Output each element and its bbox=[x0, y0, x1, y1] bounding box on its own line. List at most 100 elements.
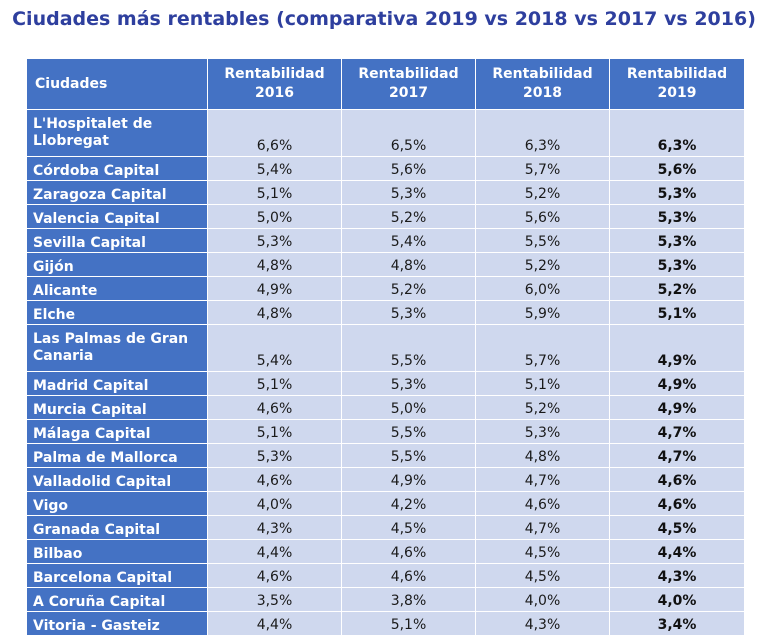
city-cell: Vitoria - Gasteiz bbox=[26, 611, 208, 636]
value-cell: 5,3% bbox=[609, 228, 745, 253]
value-cell: 4,6% bbox=[207, 467, 342, 492]
value-cell: 4,4% bbox=[207, 611, 342, 636]
profitability-table-container: Ciudades Rentabilidad 2016 Rentabilidad … bbox=[26, 58, 745, 636]
value-cell: 4,8% bbox=[207, 252, 342, 277]
value-cell: 6,3% bbox=[475, 109, 610, 157]
value-cell: 4,6% bbox=[207, 563, 342, 588]
value-cell: 5,3% bbox=[341, 371, 476, 396]
value-cell: 4,8% bbox=[475, 443, 610, 468]
city-cell: Vigo bbox=[26, 491, 208, 516]
value-cell: 3,8% bbox=[341, 587, 476, 612]
table-row: Las Palmas de Gran Canaria 5,4% 5,5% 5,7% 4,… bbox=[26, 324, 745, 372]
value-cell: 3,5% bbox=[207, 587, 342, 612]
value-cell: 5,1% bbox=[341, 611, 476, 636]
table-row: A Coruña Capital 3,5% 3,8% 4,0% 4,0% bbox=[26, 587, 745, 612]
value-cell: 5,6% bbox=[475, 204, 610, 229]
value-cell: 4,0% bbox=[207, 491, 342, 516]
value-cell: 4,3% bbox=[207, 515, 342, 540]
value-cell: 4,7% bbox=[609, 443, 745, 468]
table-row: Málaga Capital 5,1% 5,5% 5,3% 4,7% bbox=[26, 419, 745, 444]
value-cell: 4,6% bbox=[341, 563, 476, 588]
column-header: Rentabilidad 2019 bbox=[609, 58, 745, 110]
value-cell: 5,0% bbox=[341, 395, 476, 420]
value-cell: 5,3% bbox=[341, 180, 476, 205]
value-cell: 4,4% bbox=[207, 539, 342, 564]
value-cell: 4,6% bbox=[207, 395, 342, 420]
table-row: L'Hospitalet de Llobregat 6,6% 6,5% 6,3% 6,3… bbox=[26, 109, 745, 157]
city-cell: Palma de Mallorca bbox=[26, 443, 208, 468]
table-row: Sevilla Capital 5,3% 5,4% 5,5% 5,3% bbox=[26, 228, 745, 253]
value-cell: 5,1% bbox=[207, 371, 342, 396]
table-row: Vigo 4,0% 4,2% 4,6% 4,6% bbox=[26, 491, 745, 516]
value-cell: 5,3% bbox=[207, 443, 342, 468]
table-row: Madrid Capital 5,1% 5,3% 5,1% 4,9% bbox=[26, 371, 745, 396]
column-header: Rentabilidad 2017 bbox=[341, 58, 476, 110]
city-cell: Barcelona Capital bbox=[26, 563, 208, 588]
value-cell: 4,5% bbox=[609, 515, 745, 540]
city-cell: Zaragoza Capital bbox=[26, 180, 208, 205]
city-cell: Las Palmas de Gran Canaria bbox=[26, 324, 208, 372]
value-cell: 3,4% bbox=[609, 611, 745, 636]
table-row: Barcelona Capital 4,6% 4,6% 4,5% 4,3% bbox=[26, 563, 745, 588]
value-cell: 4,8% bbox=[341, 252, 476, 277]
value-cell: 5,6% bbox=[341, 156, 476, 181]
value-cell: 4,9% bbox=[207, 276, 342, 301]
city-cell: Málaga Capital bbox=[26, 419, 208, 444]
value-cell: 4,9% bbox=[609, 371, 745, 396]
table-row: Bilbao 4,4% 4,6% 4,5% 4,4% bbox=[26, 539, 745, 564]
table-row: Murcia Capital 4,6% 5,0% 5,2% 4,9% bbox=[26, 395, 745, 420]
value-cell: 5,5% bbox=[341, 419, 476, 444]
value-cell: 4,0% bbox=[475, 587, 610, 612]
table-row: Valladolid Capital 4,6% 4,9% 4,7% 4,6% bbox=[26, 467, 745, 492]
table-header-row: Ciudades Rentabilidad 2016 Rentabilidad … bbox=[26, 58, 745, 110]
value-cell: 4,5% bbox=[341, 515, 476, 540]
value-cell: 6,6% bbox=[207, 109, 342, 157]
value-cell: 5,4% bbox=[207, 156, 342, 181]
value-cell: 4,3% bbox=[609, 563, 745, 588]
city-cell: Córdoba Capital bbox=[26, 156, 208, 181]
city-cell: L'Hospitalet de Llobregat bbox=[26, 109, 208, 157]
value-cell: 4,6% bbox=[609, 467, 745, 492]
value-cell: 5,6% bbox=[609, 156, 745, 181]
value-cell: 5,1% bbox=[609, 300, 745, 325]
value-cell: 5,4% bbox=[207, 324, 342, 372]
value-cell: 4,7% bbox=[475, 467, 610, 492]
value-cell: 5,0% bbox=[207, 204, 342, 229]
value-cell: 4,6% bbox=[609, 491, 745, 516]
city-cell: A Coruña Capital bbox=[26, 587, 208, 612]
table-row: Elche 4,8% 5,3% 5,9% 5,1% bbox=[26, 300, 745, 325]
city-cell: Valladolid Capital bbox=[26, 467, 208, 492]
value-cell: 5,2% bbox=[475, 180, 610, 205]
column-header: Rentabilidad 2018 bbox=[475, 58, 610, 110]
value-cell: 5,9% bbox=[475, 300, 610, 325]
profitability-table: Ciudades Rentabilidad 2016 Rentabilidad … bbox=[26, 58, 745, 636]
value-cell: 5,1% bbox=[207, 180, 342, 205]
value-cell: 4,0% bbox=[609, 587, 745, 612]
table-row: Córdoba Capital 5,4% 5,6% 5,7% 5,6% bbox=[26, 156, 745, 181]
value-cell: 5,3% bbox=[341, 300, 476, 325]
value-cell: 5,3% bbox=[609, 180, 745, 205]
value-cell: 4,7% bbox=[475, 515, 610, 540]
value-cell: 5,3% bbox=[207, 228, 342, 253]
column-header: Rentabilidad 2016 bbox=[207, 58, 342, 110]
value-cell: 5,1% bbox=[475, 371, 610, 396]
value-cell: 5,2% bbox=[341, 204, 476, 229]
table-row: Gijón 4,8% 4,8% 5,2% 5,3% bbox=[26, 252, 745, 277]
table-row: Granada Capital 4,3% 4,5% 4,7% 4,5% bbox=[26, 515, 745, 540]
value-cell: 4,5% bbox=[475, 563, 610, 588]
city-cell: Alicante bbox=[26, 276, 208, 301]
page-title: Ciudades más rentables (comparativa 2019… bbox=[12, 8, 756, 30]
table-body: L'Hospitalet de Llobregat 6,6% 6,5% 6,3% 6,3… bbox=[26, 109, 745, 636]
table-row: Valencia Capital 5,0% 5,2% 5,6% 5,3% bbox=[26, 204, 745, 229]
table-row: Palma de Mallorca 5,3% 5,5% 4,8% 4,7% bbox=[26, 443, 745, 468]
value-cell: 4,3% bbox=[475, 611, 610, 636]
value-cell: 6,0% bbox=[475, 276, 610, 301]
city-cell: Sevilla Capital bbox=[26, 228, 208, 253]
value-cell: 5,5% bbox=[341, 324, 476, 372]
value-cell: 5,2% bbox=[341, 276, 476, 301]
value-cell: 4,8% bbox=[207, 300, 342, 325]
value-cell: 5,1% bbox=[207, 419, 342, 444]
city-cell: Murcia Capital bbox=[26, 395, 208, 420]
column-header: Ciudades bbox=[26, 58, 208, 110]
table-row: Alicante 4,9% 5,2% 6,0% 5,2% bbox=[26, 276, 745, 301]
